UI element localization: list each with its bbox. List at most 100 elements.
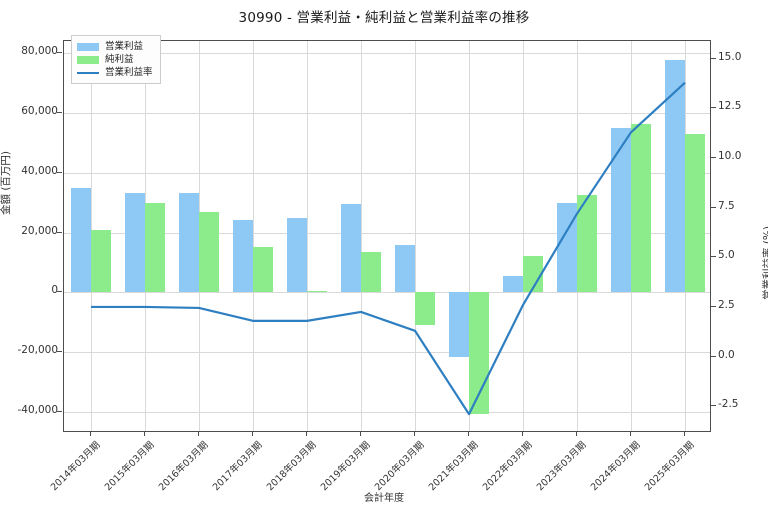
chart-legend: 営業利益 純利益 営業利益率 [71, 35, 161, 84]
y-tick-mark-left [57, 351, 62, 353]
bar-net-profit [253, 247, 273, 293]
x-tick-label: 2015年03月期 [102, 439, 157, 494]
bar-operating-profit [449, 292, 469, 357]
x-tick-mark [630, 432, 631, 436]
y-tick-label-left: 80,000 [21, 44, 58, 57]
gridline-horizontal [64, 292, 710, 294]
y-tick-label-left: 0 [51, 284, 58, 297]
y-tick-label-right: 5.0 [718, 249, 735, 262]
x-tick-label: 2025年03月期 [642, 439, 697, 494]
legend-swatch-operating-margin [77, 71, 99, 74]
bar-operating-profit [665, 60, 685, 293]
x-tick-label: 2014年03月期 [48, 439, 103, 494]
x-tick-label: 2021年03月期 [426, 439, 481, 494]
x-tick-mark [468, 432, 469, 436]
y-tick-label-right: -2.5 [718, 398, 739, 411]
y-tick-mark-right [711, 256, 716, 258]
bar-operating-profit [557, 203, 577, 293]
legend-swatch-operating-profit [77, 42, 99, 51]
bar-net-profit [415, 292, 435, 325]
bar-net-profit [361, 251, 381, 293]
y-tick-label-right: 15.0 [718, 50, 742, 63]
legend-item-net-profit: 純利益 [77, 53, 153, 66]
bar-operating-profit [71, 187, 91, 293]
x-tick-mark [252, 432, 253, 436]
y-axis-label-right: 営業利益率 (%) [762, 225, 768, 300]
y-tick-mark-right [711, 206, 716, 208]
x-tick-label: 2023年03月期 [534, 439, 589, 494]
bar-operating-profit [341, 204, 361, 293]
x-tick-label: 2022年03月期 [480, 439, 535, 494]
y-tick-mark-right [711, 405, 716, 407]
y-tick-mark-left [57, 231, 62, 233]
bar-operating-profit [287, 218, 307, 293]
x-tick-mark [198, 432, 199, 436]
legend-item-operating-profit: 営業利益 [77, 40, 153, 53]
bar-operating-profit [395, 245, 415, 293]
plot-area [63, 40, 711, 432]
x-tick-mark [576, 432, 577, 436]
y-tick-mark-left [57, 291, 62, 293]
y-tick-mark-right [711, 305, 716, 307]
bar-operating-profit [125, 192, 145, 293]
y-tick-mark-left [57, 411, 62, 413]
gridline-horizontal [64, 352, 710, 354]
bar-net-profit [145, 202, 165, 293]
bar-operating-profit [503, 275, 523, 293]
x-tick-label: 2019年03月期 [318, 439, 373, 494]
bar-net-profit [199, 212, 219, 293]
gridline-horizontal [64, 172, 710, 174]
line-series-operating-margin [91, 81, 686, 416]
x-axis-label: 会計年度 [364, 493, 404, 504]
gridline-vertical [253, 41, 254, 431]
bar-operating-profit [611, 128, 631, 293]
x-tick-mark [684, 432, 685, 436]
plot-inner [64, 41, 710, 431]
y-tick-label-left: 40,000 [21, 164, 58, 177]
y-axis-label-left: 金額 (百万円) [0, 150, 12, 215]
y-tick-label-right: 2.5 [718, 298, 735, 311]
x-tick-label: 2018年03月期 [264, 439, 319, 494]
y-tick-label-right: 12.5 [718, 100, 742, 113]
x-tick-label: 2017年03月期 [210, 439, 265, 494]
x-tick-mark [306, 432, 307, 436]
y-tick-label-left: -20,000 [17, 344, 58, 357]
y-tick-mark-right [711, 107, 716, 109]
gridline-vertical [307, 41, 308, 431]
legend-label-operating-margin: 営業利益率 [105, 67, 153, 78]
y-tick-label-left: -40,000 [17, 404, 58, 417]
gridline-horizontal [64, 112, 710, 114]
gridline-horizontal [64, 412, 710, 414]
bar-operating-profit [233, 219, 253, 293]
y-tick-mark-left [57, 171, 62, 173]
y-tick-mark-left [57, 51, 62, 53]
x-tick-mark [360, 432, 361, 436]
y-tick-mark-right [711, 355, 716, 357]
gridline-vertical [361, 41, 362, 431]
y-tick-mark-right [711, 57, 716, 59]
legend-swatch-net-profit [77, 55, 99, 64]
legend-item-operating-margin: 営業利益率 [77, 66, 153, 79]
x-tick-mark [522, 432, 523, 436]
bar-net-profit [577, 194, 597, 293]
gridline-vertical [469, 41, 470, 431]
y-tick-label-left: 20,000 [21, 224, 58, 237]
x-tick-mark [144, 432, 145, 436]
y-tick-label-right: 0.0 [718, 348, 735, 361]
y-tick-label-right: 7.5 [718, 199, 735, 212]
bar-net-profit [631, 123, 651, 293]
x-tick-mark [414, 432, 415, 436]
chart-title: 30990 - 営業利益・純利益と営業利益率の推移 [238, 10, 530, 26]
bar-net-profit [523, 255, 543, 293]
x-tick-mark [90, 432, 91, 436]
operating-margin-polyline [91, 81, 686, 416]
bar-net-profit [91, 229, 111, 293]
legend-label-net-profit: 純利益 [105, 54, 134, 65]
x-tick-label: 2020年03月期 [372, 439, 427, 494]
gridline-vertical [415, 41, 416, 431]
y-tick-label-right: 10.0 [718, 150, 742, 163]
y-tick-label-left: 60,000 [21, 104, 58, 117]
gridline-vertical [523, 41, 524, 431]
bar-net-profit [685, 133, 705, 293]
